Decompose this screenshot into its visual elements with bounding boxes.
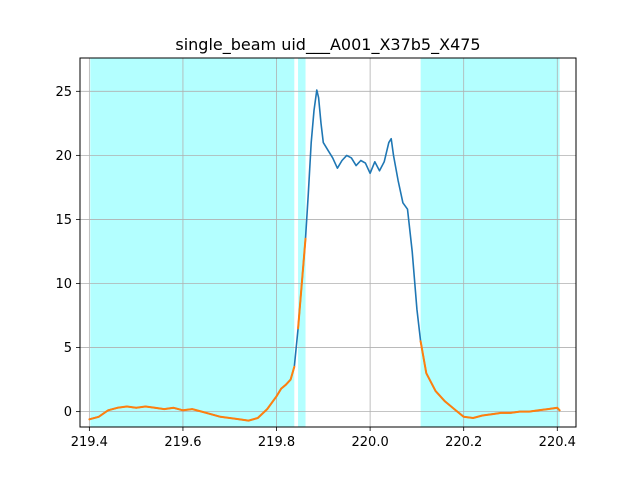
x-tick-label: 220.4 — [539, 435, 576, 450]
x-tick-label: 219.8 — [258, 435, 295, 450]
grid-lines — [80, 58, 576, 427]
x-tick-label: 219.6 — [164, 435, 201, 450]
highlight-range-1 — [298, 58, 306, 427]
y-tick-label: 10 — [55, 277, 72, 292]
series-line-masked-right — [419, 340, 561, 419]
y-tick-label: 5 — [64, 341, 72, 356]
highlight-range-0 — [90, 58, 295, 427]
series-line-masked-middle — [297, 237, 307, 330]
y-axis: 0 5 10 15 20 25 — [55, 85, 80, 420]
series-line-masked-left — [88, 365, 296, 422]
chart-title: single_beam uid___A001_X37b5_X475 — [175, 35, 480, 55]
y-tick-label: 0 — [64, 405, 72, 420]
y-tick-label: 20 — [55, 149, 72, 164]
highlight-range-2 — [420, 58, 560, 427]
y-tick-label: 25 — [55, 85, 72, 100]
x-tick-label: 219.4 — [71, 435, 108, 450]
plot-frame — [79, 57, 577, 428]
y-tick-label: 15 — [55, 213, 72, 228]
x-tick-label: 220.2 — [445, 435, 482, 450]
highlight-ranges — [90, 58, 560, 427]
series-layer — [88, 89, 561, 422]
x-tick-label: 220.0 — [352, 435, 389, 450]
x-axis: 219.4 219.6 219.8 220.0 220.2 220.4 — [71, 427, 576, 450]
